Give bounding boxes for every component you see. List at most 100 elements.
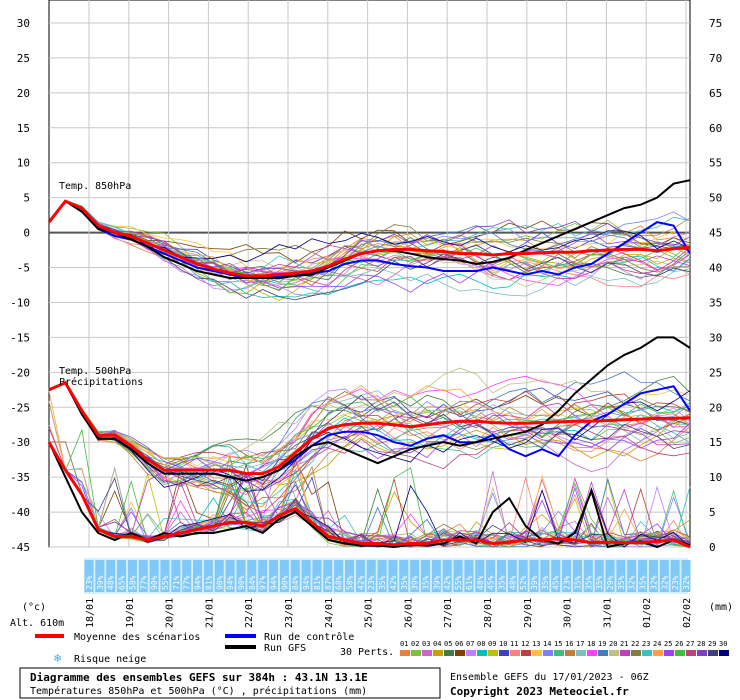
- snow-risk-band: 23% 39% 48% 65% 58% 77% 90% 55% 71% 77% 94% 81% 90% 9…: [84, 558, 691, 594]
- snow-risk-value: 94%: [226, 575, 235, 590]
- snow-risk-mark: [496, 560, 506, 592]
- member-t850-line: [48, 200, 691, 291]
- snow-risk-value: 35%: [421, 575, 430, 590]
- snow-risk-value: 77%: [183, 575, 192, 590]
- snow-risk-cell: 23%: [84, 560, 94, 592]
- chart-subtitle: Températures 850hPa et 500hPa (°C) , pré…: [30, 685, 367, 697]
- member-t500-line: [48, 382, 691, 469]
- run-info: Ensemble GEFS du 17/01/2023 - 06Z: [450, 672, 649, 683]
- pert-color-swatch: [521, 650, 531, 656]
- snow-risk-value: 35%: [541, 575, 550, 590]
- snow-risk-cell: 90%: [149, 560, 159, 592]
- date-label: 31/01: [602, 598, 613, 628]
- pert-color-swatch: [642, 650, 652, 656]
- snow-risk-value: 32%: [649, 575, 658, 590]
- snow-risk-cell: 52%: [518, 560, 528, 592]
- snow-risk-value: 42%: [443, 575, 452, 590]
- date-label: 20/01: [165, 598, 176, 628]
- snow-risk-value: 94%: [302, 575, 311, 590]
- snow-risk-value: 94%: [194, 575, 203, 590]
- date-label: 02/02: [682, 598, 693, 628]
- right-tick-label: 10: [709, 471, 722, 484]
- snow-risk-mark: [214, 560, 224, 592]
- snow-risk-mark: [453, 560, 463, 592]
- snow-risk-mark: [312, 560, 322, 592]
- right-tick-label: 45: [709, 227, 722, 240]
- snow-risk-value: 55%: [454, 575, 463, 590]
- snow-risk-mark: [594, 560, 604, 592]
- member-t500-line: [48, 383, 691, 507]
- member-precip-line: [48, 441, 691, 548]
- snow-risk-mark: [279, 560, 289, 592]
- pert-color-swatch: [444, 650, 454, 656]
- snow-risk-cell: 68%: [334, 560, 344, 592]
- right-tick-label: 30: [709, 331, 722, 344]
- snow-risk-mark: [659, 560, 669, 592]
- snow-risk-cell: 58%: [127, 560, 137, 592]
- right-tick-label: 70: [709, 52, 722, 65]
- pert-number: 19: [598, 640, 606, 648]
- snow-risk-cell: 94%: [301, 560, 311, 592]
- date-label: 28/01: [483, 598, 494, 628]
- snow-risk-cell: 35%: [594, 560, 604, 592]
- snow-risk-cell: 94%: [225, 560, 235, 592]
- pert-number: 18: [587, 640, 595, 648]
- snow-risk-cell: 39%: [529, 560, 539, 592]
- snow-risk-value: 32%: [628, 575, 637, 590]
- snow-risk-value: 65%: [118, 575, 127, 590]
- snowflake-icon: ❄: [54, 651, 61, 665]
- pert-color-swatch: [466, 650, 476, 656]
- pert-color-swatch: [576, 650, 586, 656]
- snow-risk-mark: [442, 560, 452, 592]
- pert-number: 04: [433, 640, 441, 648]
- snow-risk-cell: 45%: [551, 560, 561, 592]
- main-series-lines: [47, 179, 691, 549]
- pert-number: 14: [543, 640, 551, 648]
- pert-color-swatch: [620, 650, 630, 656]
- pert-number: 02: [411, 640, 419, 648]
- date-label: 27/01: [443, 598, 454, 628]
- pert-number: 12: [521, 640, 529, 648]
- pert-color-swatch: [675, 650, 685, 656]
- date-label: 25/01: [364, 598, 375, 628]
- snow-risk-value: 90%: [150, 575, 159, 590]
- snow-risk-mark: [225, 560, 235, 592]
- snow-risk-value: 39%: [530, 575, 539, 590]
- copyright: Copyright 2023 Meteociel.fr: [450, 685, 629, 698]
- snow-risk-value: 48%: [107, 575, 116, 590]
- pert-color-swatch: [400, 650, 410, 656]
- snow-risk-value: 35%: [584, 575, 593, 590]
- left-unit-label: (°c): [22, 602, 46, 613]
- left-tick-label: -30: [10, 436, 30, 449]
- date-label: 30/01: [563, 598, 574, 628]
- snow-risk-value: 35%: [573, 575, 582, 590]
- left-tick-label: 0: [23, 227, 30, 240]
- pert-color-swatch: [488, 650, 498, 656]
- snow-risk-value: 52%: [519, 575, 528, 590]
- right-tick-label: 25: [709, 366, 722, 379]
- pert-number: 16: [565, 640, 573, 648]
- snow-risk-value: 90%: [215, 575, 224, 590]
- pert-number: 09: [488, 640, 496, 648]
- pert-color-swatch: [686, 650, 696, 656]
- pert-color-swatch: [565, 650, 575, 656]
- date-label: 22/01: [244, 598, 255, 628]
- legend-mean-label: Moyenne des scénarios: [74, 631, 200, 643]
- snow-risk-cell: 90%: [214, 560, 224, 592]
- right-tick-label: 0: [709, 541, 716, 554]
- title-box: [19, 667, 441, 699]
- snow-risk-cell: 94%: [269, 560, 279, 592]
- snow-risk-cell: 97%: [258, 560, 268, 592]
- snow-risk-value: 35%: [595, 575, 604, 590]
- mean-t850-line: [47, 199, 691, 278]
- snow-risk-value: 61%: [465, 575, 474, 590]
- snow-risk-value: 35%: [639, 575, 648, 590]
- right-tick-label: 20: [709, 401, 722, 414]
- pert-color-swatch: [499, 650, 509, 656]
- snow-risk-mark: [193, 560, 203, 592]
- legend-perts-label: 30 Perts.: [340, 647, 394, 658]
- snow-risk-cell: 94%: [193, 560, 203, 592]
- left-tick-label: -20: [10, 366, 30, 379]
- snow-risk-cell: 55%: [160, 560, 170, 592]
